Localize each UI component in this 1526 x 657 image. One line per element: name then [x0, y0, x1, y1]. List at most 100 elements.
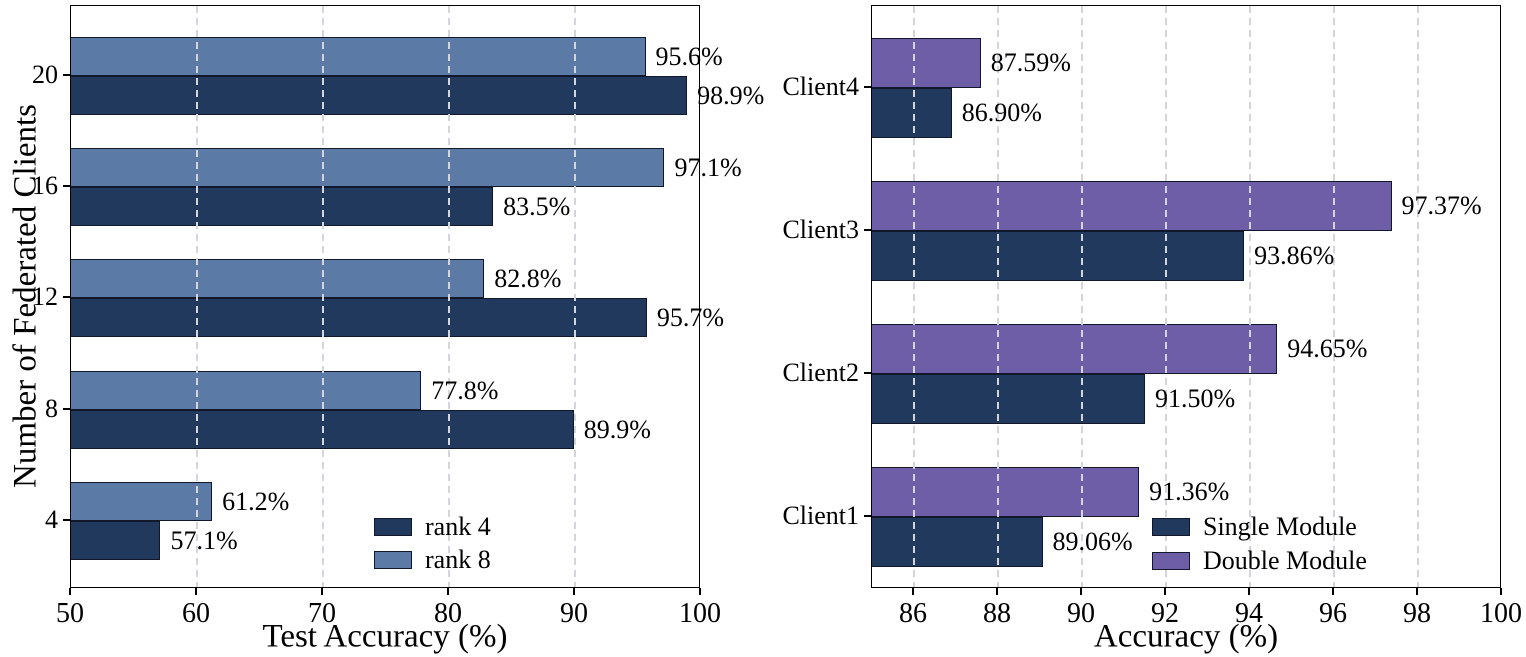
- bar-value-label: 91.36%: [1149, 477, 1230, 506]
- y-tick-label-20: 20: [32, 59, 58, 89]
- x-tick-mark: [573, 588, 575, 595]
- legend-row-rank-8: rank 8: [374, 547, 491, 573]
- legend-label: rank 4: [425, 512, 491, 541]
- x-tick-mark: [912, 588, 914, 595]
- gridline-96: [1333, 6, 1335, 587]
- x-tick-mark: [69, 588, 71, 595]
- bar-rank-8-8: [71, 370, 422, 410]
- bar-double-module-client2: [872, 324, 1278, 374]
- bar-value-label: 61.2%: [222, 487, 290, 516]
- bar-value-label: 93.86%: [1254, 241, 1335, 270]
- y-tick-mark: [63, 73, 70, 76]
- bar-value-label: 95.7%: [656, 303, 724, 333]
- x-tick-mark: [699, 588, 701, 595]
- y-tick-label-client2: Client2: [782, 358, 859, 387]
- x-tick-label: 50: [56, 598, 84, 629]
- bar-value-label: 97.37%: [1401, 191, 1482, 220]
- bar-rank-8-4: [71, 482, 213, 521]
- left-chart-x-axis-label: Test Accuracy (%): [262, 618, 508, 655]
- legend-swatch: [1152, 518, 1190, 536]
- bar-value-label: 89.06%: [1052, 527, 1133, 556]
- gridline-94: [1249, 6, 1251, 587]
- bar-rank-8-12: [71, 259, 485, 299]
- x-tick-label: 60: [182, 598, 210, 629]
- x-tick-mark: [1248, 588, 1250, 595]
- bar-value-label: 97.1%: [674, 153, 742, 183]
- bar-double-module-client3: [872, 181, 1392, 231]
- bar-rank-4-20: [71, 75, 688, 115]
- x-tick-mark: [195, 588, 197, 595]
- x-tick-mark: [1080, 588, 1082, 595]
- gridline-98: [1417, 6, 1419, 587]
- y-tick-mark: [864, 229, 871, 231]
- x-tick-mark: [1164, 588, 1166, 595]
- legend-row-double-module: Double Module: [1152, 548, 1367, 574]
- legend-swatch: [1152, 552, 1190, 570]
- x-tick-label: 70: [308, 598, 336, 629]
- x-tick-label: 88: [983, 598, 1011, 629]
- y-tick-mark: [63, 407, 70, 410]
- bar-single-module-client3: [872, 231, 1245, 281]
- bar-double-module-client4: [872, 38, 981, 88]
- x-tick-label: 94: [1235, 598, 1263, 629]
- gridline-80: [448, 6, 450, 587]
- legend-swatch: [374, 551, 412, 569]
- y-tick-mark: [864, 372, 871, 374]
- x-tick-mark: [1416, 588, 1418, 595]
- y-tick-label-12: 12: [32, 282, 58, 312]
- legend-swatch: [374, 518, 412, 536]
- legend-label: Double Module: [1203, 546, 1367, 575]
- y-tick-mark: [63, 519, 70, 521]
- y-tick-label-client4: Client4: [782, 72, 859, 101]
- x-tick-label: 90: [560, 598, 588, 629]
- y-tick-mark: [63, 185, 70, 188]
- gridline-92: [1165, 6, 1167, 587]
- x-tick-mark: [1332, 588, 1334, 595]
- bar-single-module-client4: [872, 88, 952, 138]
- bar-value-label: 77.8%: [431, 375, 499, 405]
- bar-rank-4-12: [71, 298, 647, 338]
- gridline-70: [322, 6, 324, 587]
- x-tick-label: 100: [679, 598, 721, 629]
- x-tick-label: 96: [1319, 598, 1347, 629]
- y-tick-mark: [864, 515, 871, 517]
- x-tick-mark: [321, 588, 323, 595]
- x-tick-label: 98: [1403, 598, 1431, 629]
- gridline-86: [913, 6, 915, 587]
- gridline-88: [997, 6, 999, 587]
- bar-value-label: 91.50%: [1155, 384, 1236, 413]
- bar-value-label: 89.9%: [583, 414, 651, 444]
- bar-value-label: 83.5%: [503, 192, 571, 222]
- x-tick-label: 86: [899, 598, 927, 629]
- y-tick-mark: [864, 86, 871, 88]
- y-tick-label-client3: Client3: [782, 215, 859, 244]
- left-plot-area: 57.1% 89.9% 95.7% 83.5% 98.9% 61.2% 77.8% 82.8%…: [70, 5, 764, 588]
- x-tick-mark: [996, 588, 998, 595]
- legend-label: rank 8: [425, 545, 491, 574]
- x-tick-mark: [447, 588, 449, 595]
- x-tick-label: 100: [1480, 598, 1522, 629]
- bar-rank-8-16: [71, 148, 665, 188]
- x-tick-label: 92: [1151, 598, 1179, 629]
- bar-rank-4-4: [71, 521, 161, 560]
- gridline-90: [1081, 6, 1083, 587]
- legend-row-single-module: Single Module: [1152, 514, 1357, 540]
- bar-value-label: 57.1%: [170, 526, 238, 555]
- x-tick-label: 80: [434, 598, 462, 629]
- bar-value-label: 95.6%: [655, 41, 723, 71]
- bar-value-label: 87.59%: [990, 48, 1071, 77]
- bar-value-label: 86.90%: [961, 98, 1042, 127]
- legend-label: Single Module: [1203, 512, 1357, 541]
- bar-single-module-client1: [872, 517, 1043, 567]
- y-tick-label-4: 4: [45, 505, 58, 534]
- bar-rank-8-20: [71, 36, 646, 76]
- bar-value-label: 82.8%: [494, 264, 562, 294]
- legend-row-rank-4: rank 4: [374, 514, 491, 540]
- y-tick-mark: [63, 296, 70, 299]
- bar-value-label: 98.9%: [697, 80, 765, 110]
- bar-value-label: 94.65%: [1287, 334, 1368, 363]
- y-tick-label-16: 16: [32, 171, 58, 201]
- gridline-90: [574, 6, 576, 587]
- bar-double-module-client1: [872, 467, 1140, 517]
